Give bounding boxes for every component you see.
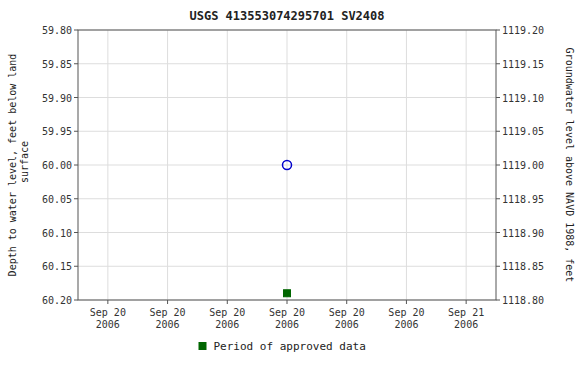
axes: 59.80 59.85 59.90 59.95 60.00 60.05 60.10 60.15…: [42, 25, 544, 330]
tick: [496, 266, 500, 267]
text-line: 2006: [156, 319, 180, 330]
tick: [496, 300, 500, 301]
grid: [78, 30, 496, 300]
tick-label: Sep 202006: [388, 307, 424, 330]
tick-label: 60.10: [42, 228, 72, 239]
tick: [466, 300, 467, 304]
text-line: 2006: [96, 319, 120, 330]
tick: [496, 30, 500, 31]
marks: [283, 161, 292, 297]
tick-label: 60.20: [42, 295, 72, 306]
text-line: 2006: [454, 319, 478, 330]
text-line: Sep 20: [209, 307, 245, 318]
background: [0, 0, 576, 384]
tick-label: 60.05: [42, 194, 72, 205]
title: USGS 413553074295701 SV2408: [189, 9, 384, 23]
tick-label: Sep 202006: [209, 307, 245, 330]
tick-label: 59.80: [42, 25, 72, 36]
tick: [496, 97, 500, 98]
tick: [346, 300, 347, 304]
grid-line: [287, 30, 288, 300]
tick: [74, 131, 78, 132]
axis-label: Depth to water level, feet below land su…: [7, 54, 30, 277]
legend-swatch: [199, 343, 206, 350]
tick: [227, 300, 228, 304]
text-line: Sep 20: [388, 307, 424, 318]
tick-label: 1119.05: [502, 126, 544, 137]
tick-label: Sep 202006: [90, 307, 126, 330]
series: [283, 161, 292, 170]
legend: Period of approved data: [199, 340, 366, 353]
tick-label: Sep 212006: [448, 307, 484, 330]
tick-label: 1119.20: [502, 25, 544, 36]
text-line: Sep 21: [448, 307, 484, 318]
series: [284, 290, 291, 297]
plot-frame: [78, 30, 496, 300]
tick-label: 1118.95: [502, 194, 544, 205]
text-line: 2006: [215, 319, 239, 330]
tick: [74, 97, 78, 98]
tick: [74, 63, 78, 64]
text-line: Sep 20: [90, 307, 126, 318]
text-line: 2006: [275, 319, 299, 330]
tick: [74, 266, 78, 267]
tick-label: 59.95: [42, 126, 72, 137]
tick: [74, 30, 78, 31]
tick-label: 1118.85: [502, 261, 544, 272]
tick-label: 59.90: [42, 93, 72, 104]
tick: [74, 300, 78, 301]
text-line: Sep 20: [329, 307, 365, 318]
grid-line: [167, 30, 168, 300]
tick: [406, 300, 407, 304]
axis-label: Groundwater level above NAVD 1988, feet: [564, 48, 575, 283]
grid-line: [466, 30, 467, 300]
chart: 59.80 59.85 59.90 59.95 60.00 60.05 60.10 60.15…: [0, 0, 576, 384]
tick-label: 60.00: [42, 160, 72, 171]
legend-label: Period of approved data: [214, 340, 366, 353]
tick: [107, 300, 108, 304]
text-line: 2006: [394, 319, 418, 330]
tick-label: 1118.80: [502, 295, 544, 306]
grid-line: [107, 30, 108, 300]
tick-label: Sep 202006: [150, 307, 186, 330]
text-line: Depth to water level, feet below land: [7, 54, 18, 277]
tick: [496, 232, 500, 233]
tick: [496, 165, 500, 166]
tick-label: 60.15: [42, 261, 72, 272]
tick-label: 1119.00: [502, 160, 544, 171]
tick-label: 1119.10: [502, 93, 544, 104]
tick: [496, 131, 500, 132]
point: [283, 161, 292, 170]
tick: [74, 165, 78, 166]
tick-label: 59.85: [42, 59, 72, 70]
grid-line: [406, 30, 407, 300]
tick-label: Sep 202006: [269, 307, 305, 330]
grid-line: [346, 30, 347, 300]
text-line: surface: [19, 141, 30, 189]
text-line: Sep 20: [150, 307, 186, 318]
text-line: Sep 20: [269, 307, 305, 318]
tick-label: Sep 202006: [329, 307, 365, 330]
tick: [496, 63, 500, 64]
tick: [287, 300, 288, 304]
text-line: 2006: [335, 319, 359, 330]
tick-label: 1119.15: [502, 59, 544, 70]
tick: [496, 198, 500, 199]
tick-label: 1118.90: [502, 228, 544, 239]
point: [284, 290, 291, 297]
tick: [74, 232, 78, 233]
tick: [167, 300, 168, 304]
grid-line: [227, 30, 228, 300]
text-line: Groundwater level above NAVD 1988, feet: [564, 48, 575, 283]
tick: [74, 198, 78, 199]
